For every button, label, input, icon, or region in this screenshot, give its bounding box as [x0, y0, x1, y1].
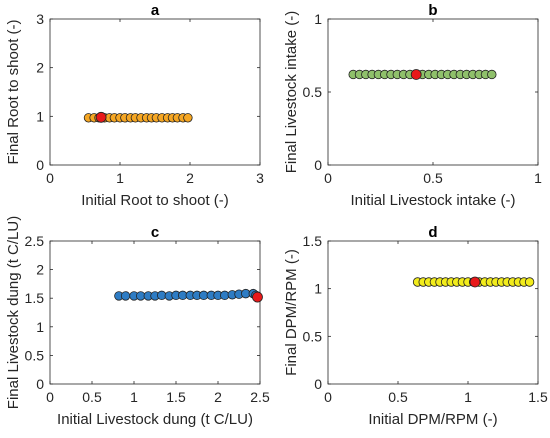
panel-d: 0 0.5 1 1.5 0 0.5 1 1.5 d Initial DPM/RPM (-) Fina…	[283, 224, 548, 428]
x-tick-label: 0	[46, 389, 54, 405]
x-axis-label: Initial Root to shoot (-)	[81, 192, 229, 209]
x-axis-label: Initial Livestock intake (-)	[350, 192, 515, 209]
x-tick-label: 1.5	[528, 389, 548, 405]
x-axis-label: Initial Livestock dung (t C/LU)	[57, 411, 253, 428]
y-tick-label: 0	[314, 157, 322, 173]
x-tick-label: 3	[256, 170, 264, 186]
x-tick-label: 0	[46, 170, 54, 186]
highlight-point	[95, 111, 107, 123]
x-tick-label: 1	[464, 389, 472, 405]
y-tick-label: 3	[36, 11, 44, 27]
x-tick-label: 0.5	[423, 170, 443, 186]
y-tick-label: 1.5	[25, 290, 45, 306]
data-point	[183, 113, 193, 123]
y-tick-label: 2.5	[25, 233, 45, 249]
data-point	[487, 69, 497, 80]
panel-b: 0 0.5 1 0 0.5 1 b Initial Livestock intake (-) F…	[283, 2, 542, 209]
y-axis-label: Final Root to shoot (-)	[5, 19, 22, 164]
x-tick-label: 2	[214, 389, 222, 405]
x-tick-label: 1	[116, 170, 124, 186]
plot-area	[327, 18, 539, 166]
plot-area	[327, 240, 539, 385]
highlight-point	[410, 69, 422, 80]
y-tick-label: 1	[36, 319, 44, 335]
y-tick-label: 0.5	[25, 347, 45, 363]
x-tick-label: 1	[130, 389, 138, 405]
panel-label: b	[428, 2, 437, 19]
highlight-point	[469, 276, 481, 288]
x-tick-label: 0.5	[82, 389, 102, 405]
panel-label: c	[151, 224, 159, 241]
highlight-point	[252, 291, 263, 303]
y-axis-label: Final Livestock intake (-)	[283, 11, 300, 174]
x-tick-label: 1	[534, 170, 542, 186]
data-point	[120, 291, 131, 301]
panel-label: d	[428, 224, 437, 241]
y-tick-label: 0	[36, 376, 44, 392]
x-tick-label: 2	[186, 170, 194, 186]
x-tick-label: 0	[324, 389, 332, 405]
y-tick-label: 1	[314, 11, 322, 27]
y-tick-label: 2	[36, 262, 44, 278]
y-tick-label: 0	[314, 376, 322, 392]
x-axis-label: Initial DPM/RPM (-)	[368, 411, 497, 428]
y-axis-label: Final DPM/RPM (-)	[283, 249, 300, 376]
x-tick-label: 1.5	[166, 389, 186, 405]
y-tick-label: 1	[314, 281, 322, 297]
x-tick-label: 2.5	[250, 389, 270, 405]
data-point	[524, 277, 535, 287]
plot-area	[49, 18, 261, 166]
x-tick-label: 0.5	[388, 389, 408, 405]
y-tick-label: 1	[36, 108, 44, 124]
y-tick-label: 2	[36, 60, 44, 76]
panel-label: a	[151, 2, 160, 19]
x-tick-label: 0	[324, 170, 332, 186]
panel-a: 0 1 2 3 0 1 2 3 a Initial Root to shoot (-) Final …	[5, 2, 264, 209]
y-tick-label: 0.5	[303, 328, 323, 344]
panel-c: 0 0.5 1 1.5 2 2.5 0 0.5 1 1.5 2 2.5 c Initial Livesto…	[5, 216, 270, 428]
y-axis-label: Final Livestock dung (t C/LU)	[5, 216, 22, 409]
y-tick-label: 0.5	[303, 84, 323, 100]
y-tick-label: 1.5	[303, 233, 323, 249]
plot-area	[49, 240, 261, 385]
y-tick-label: 0	[36, 157, 44, 173]
